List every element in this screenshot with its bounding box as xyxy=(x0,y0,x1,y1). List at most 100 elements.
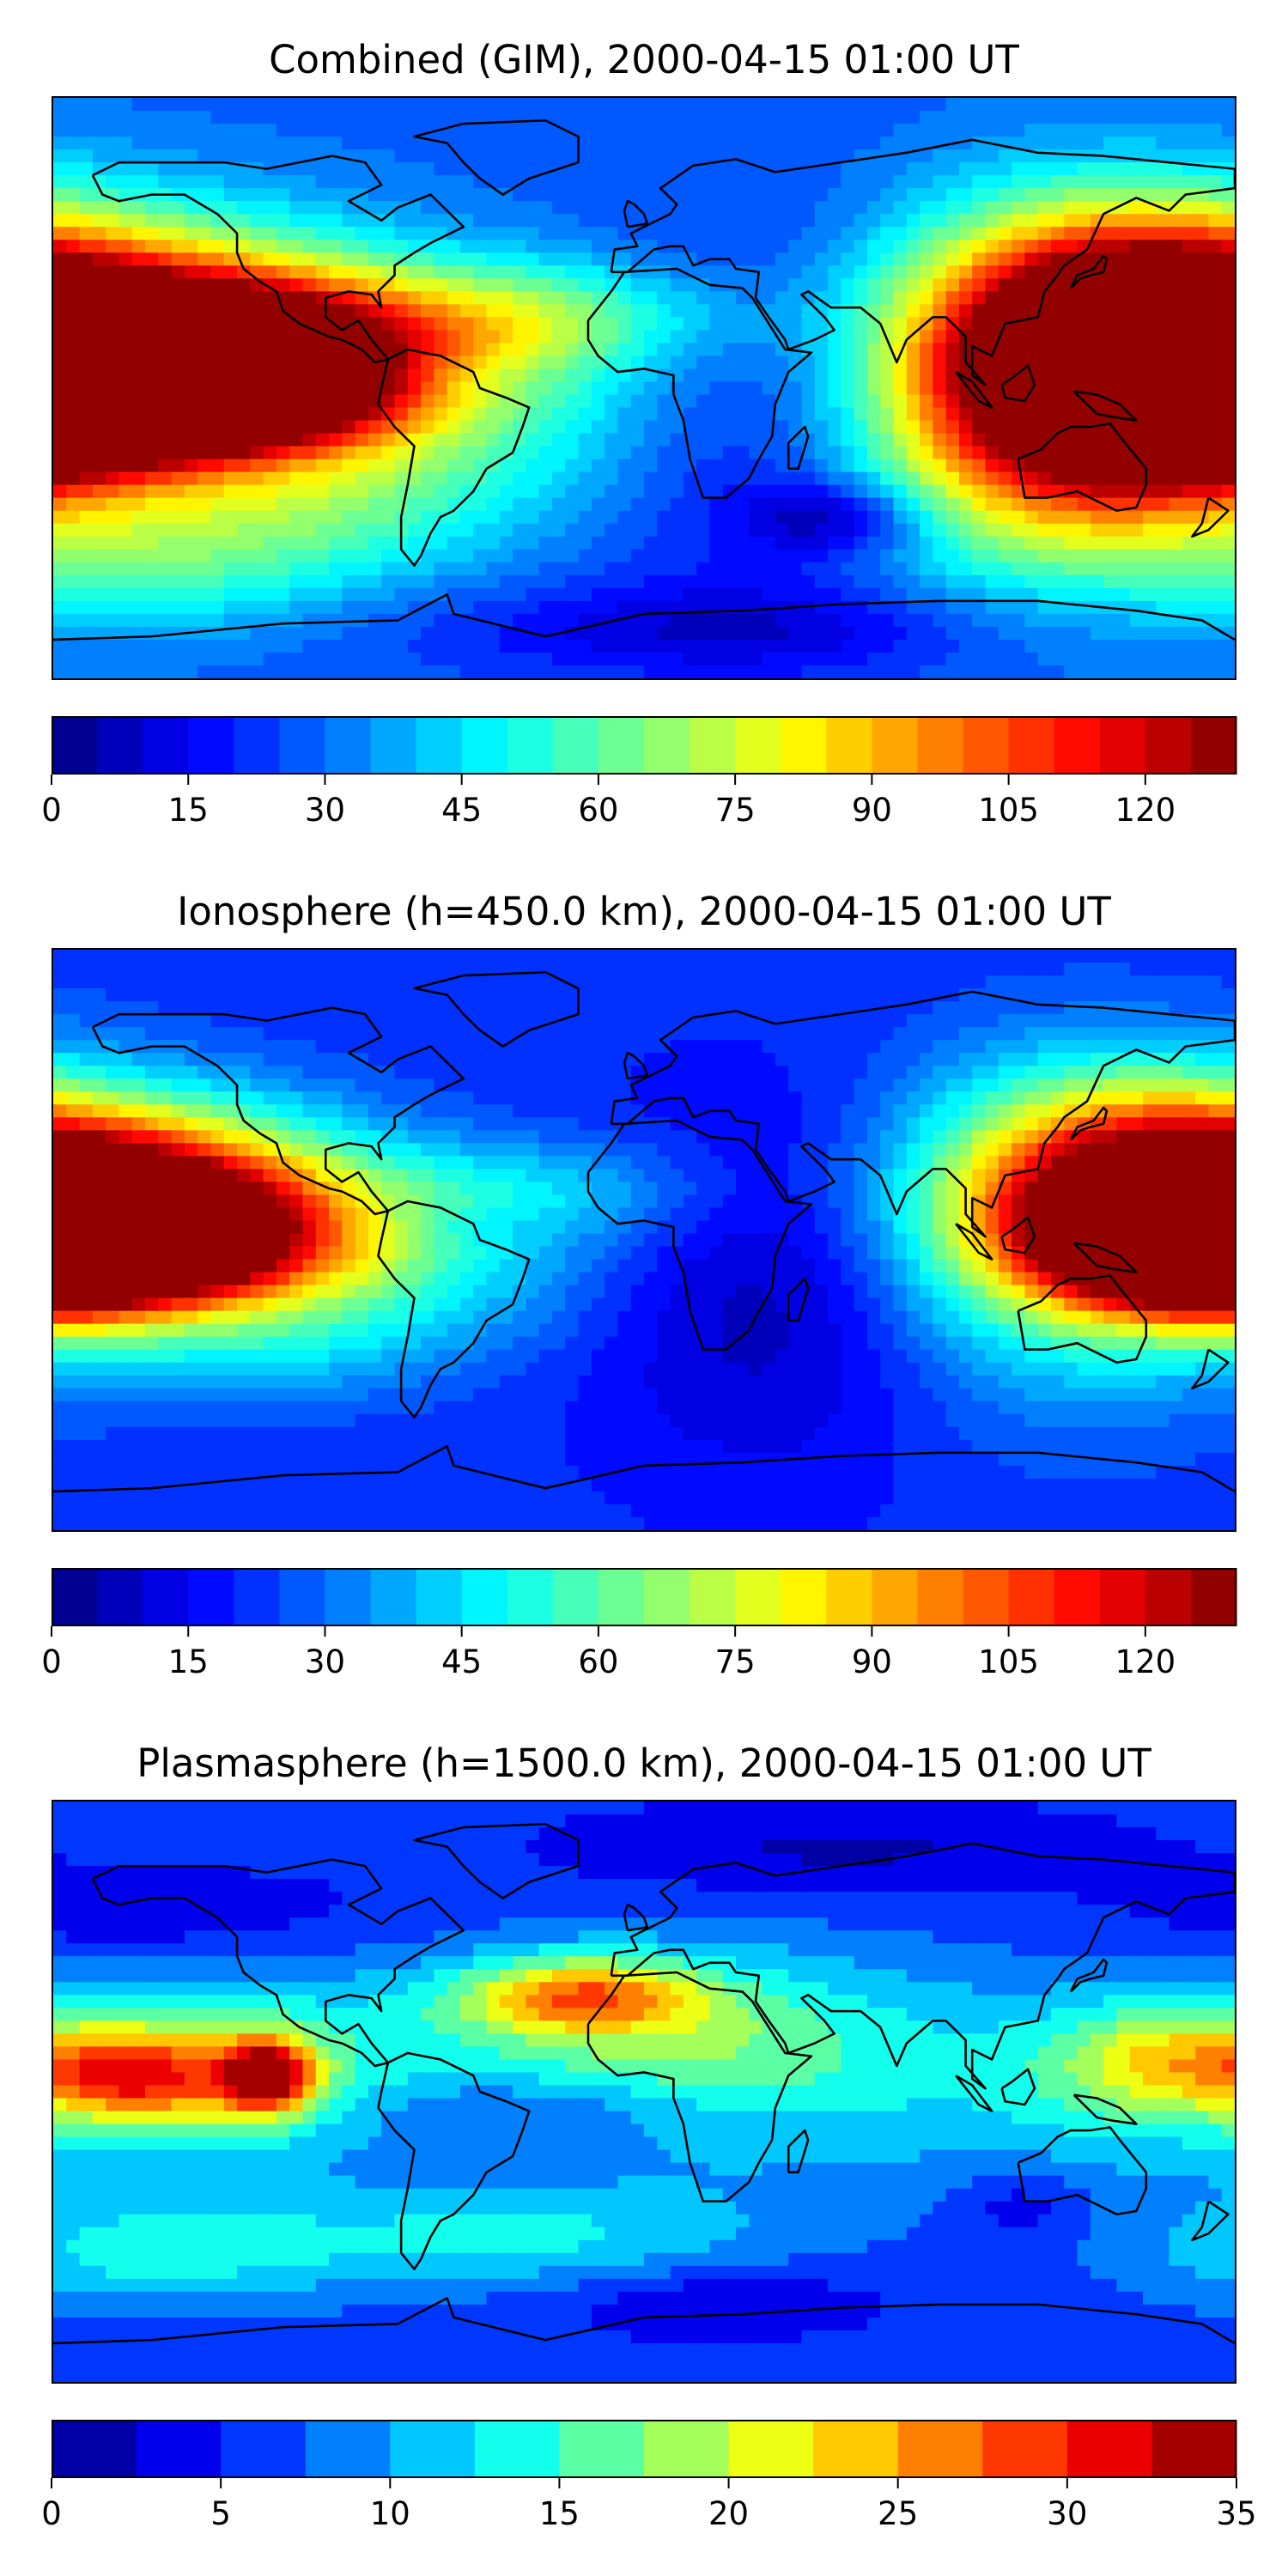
tec-cell xyxy=(1208,471,1223,486)
tec-cell xyxy=(237,639,251,653)
tec-cell xyxy=(722,227,737,240)
tec-cell xyxy=(1195,549,1210,563)
tec-cell xyxy=(1064,950,1078,963)
tec-cell xyxy=(1169,574,1183,589)
tec-cell xyxy=(79,162,94,176)
tec-cell xyxy=(1077,562,1091,576)
tec-cell xyxy=(250,124,264,137)
tec-cell xyxy=(578,471,592,486)
tec-cell xyxy=(499,459,513,473)
tec-cell xyxy=(866,265,881,279)
tec-cell xyxy=(1012,278,1025,292)
tec-cell xyxy=(762,252,776,266)
tec-cell xyxy=(893,111,908,125)
tec-cell xyxy=(854,291,868,305)
tec-cell xyxy=(210,652,225,666)
tec-cell xyxy=(368,639,382,653)
tec-cell xyxy=(355,330,369,344)
tec-cell xyxy=(1050,639,1065,653)
tec-cell xyxy=(1169,201,1183,215)
tec-cell xyxy=(237,201,251,215)
tec-cell xyxy=(893,950,908,963)
tec-cell xyxy=(1012,1027,1025,1041)
tec-cell xyxy=(814,304,829,318)
tec-cell xyxy=(184,420,198,434)
tec-cell xyxy=(145,497,159,512)
tec-cell xyxy=(670,497,684,512)
tec-cell xyxy=(118,355,133,370)
tec-cell xyxy=(66,484,81,499)
tec-cell xyxy=(578,111,592,125)
tec-cell xyxy=(814,536,829,550)
tec-cell xyxy=(368,304,382,318)
tec-cell xyxy=(158,381,173,396)
tec-cell xyxy=(237,188,251,202)
tec-cell xyxy=(250,188,264,202)
colorbar-tick-label: 120 xyxy=(1115,792,1176,829)
tec-cell xyxy=(53,1040,67,1054)
tec-cell xyxy=(315,510,330,525)
tec-cell xyxy=(53,1014,67,1028)
tec-cell xyxy=(670,950,684,963)
tec-cell xyxy=(421,433,434,447)
tec-cell xyxy=(617,665,632,678)
tec-cell xyxy=(1195,240,1210,253)
tec-cell xyxy=(696,1066,711,1079)
tec-cell xyxy=(788,1040,803,1054)
tec-cell xyxy=(53,291,67,305)
tec-cell xyxy=(1208,420,1223,434)
tec-cell xyxy=(184,433,198,447)
tec-cell xyxy=(447,317,461,331)
tec-cell xyxy=(1156,188,1170,202)
tec-cell xyxy=(841,355,855,370)
tec-cell xyxy=(920,1040,933,1054)
tec-cell xyxy=(1208,484,1223,499)
tec-cell xyxy=(66,252,81,266)
tec-cell xyxy=(1077,175,1091,189)
tec-cell xyxy=(854,265,868,279)
tec-cell xyxy=(79,214,94,228)
tec-cell xyxy=(106,639,120,653)
tec-cell xyxy=(145,407,159,422)
tec-cell xyxy=(197,214,212,228)
tec-cell xyxy=(1221,175,1235,189)
tec-cell xyxy=(1221,252,1235,266)
tec-cell xyxy=(866,1014,881,1028)
tec-cell xyxy=(722,587,737,602)
tec-cell xyxy=(210,291,225,305)
tec-cell xyxy=(459,175,474,189)
tec-cell xyxy=(250,265,264,279)
tec-cell xyxy=(1142,175,1157,189)
tec-cell xyxy=(171,562,185,576)
tec-cell xyxy=(513,1014,526,1028)
tec-cell xyxy=(513,562,526,576)
tec-cell xyxy=(1208,368,1223,383)
tec-cell xyxy=(749,1053,763,1066)
tec-cell xyxy=(1129,343,1144,357)
tec-cell xyxy=(683,407,697,422)
tec-cell xyxy=(722,201,737,215)
tec-cell xyxy=(565,252,580,266)
tec-cell xyxy=(513,407,526,422)
tec-cell xyxy=(1182,149,1196,163)
tec-cell xyxy=(53,368,67,383)
tec-cell xyxy=(893,137,908,150)
tec-cell xyxy=(578,149,592,163)
tec-cell xyxy=(933,368,947,383)
tec-cell xyxy=(1037,497,1052,512)
tec-cell xyxy=(145,149,159,163)
tec-cell xyxy=(920,523,933,538)
tec-cell xyxy=(775,652,789,666)
tec-cell xyxy=(381,304,396,318)
tec-cell xyxy=(657,227,671,240)
tec-cell xyxy=(118,433,133,447)
tec-cell xyxy=(1116,278,1131,292)
tec-cell xyxy=(421,381,434,396)
tec-cell xyxy=(1012,536,1025,550)
tec-cell xyxy=(66,1014,81,1028)
tec-cell xyxy=(933,1053,947,1066)
tec-cell xyxy=(565,214,580,228)
tec-cell xyxy=(131,291,146,305)
tec-cell xyxy=(513,1053,526,1066)
tec-cell xyxy=(197,381,212,396)
